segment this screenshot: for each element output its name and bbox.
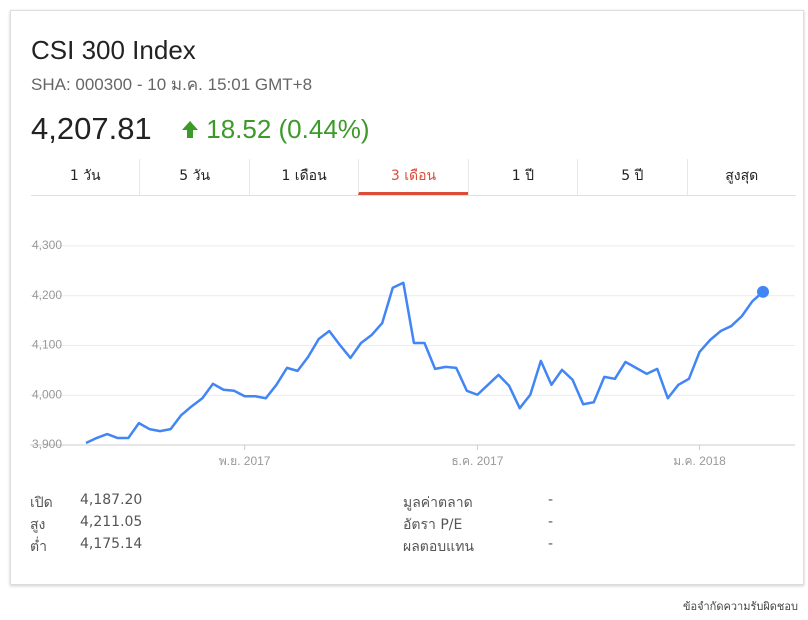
- change: 18.52 (0.44%): [181, 114, 370, 145]
- change-text: 18.52 (0.44%): [206, 114, 370, 144]
- x-tick-label: ม.ค. 2018: [673, 454, 726, 468]
- range-tab[interactable]: 1 วัน: [69, 168, 101, 184]
- stat-label: สูง: [30, 517, 46, 533]
- stat-label: ต่ำ: [30, 539, 47, 555]
- stock-card: CSI 300 Index SHA: 000300 - 10 ม.ค. 15:0…: [10, 10, 804, 585]
- x-tick-label: พ.ย. 2017: [219, 454, 271, 468]
- y-tick-label: 3,900: [32, 437, 62, 451]
- stat-label: อัตรา P/E: [403, 517, 463, 533]
- stat-value: 4,175.14: [80, 536, 143, 552]
- stat-value: -: [548, 514, 554, 530]
- stat-label: ผลตอบแทน: [403, 539, 474, 555]
- last-point: [757, 285, 769, 298]
- range-tab[interactable]: 5 ปี: [577, 159, 686, 195]
- range-tabs: 1 วัน 5 วัน 1 เดือน 3 เดือน 1 ปี 5 ปี สูงสุด: [31, 159, 796, 196]
- range-tab[interactable]: สูงสุด: [686, 159, 796, 195]
- range-tab[interactable]: 5 วัน: [139, 159, 248, 195]
- y-tick-label: 4,200: [32, 288, 62, 302]
- stat-value: -: [548, 536, 554, 552]
- stat-value: -: [548, 492, 554, 508]
- price: 4,207.81: [31, 111, 152, 146]
- subtitle: SHA: 000300 - 10 ม.ค. 15:01 GMT+8: [31, 75, 313, 94]
- y-tick-label: 4,100: [32, 338, 62, 352]
- range-tab[interactable]: 1 ปี: [467, 159, 577, 195]
- title: CSI 300 Index: [31, 35, 196, 65]
- range-tab[interactable]: 3 เดือน: [358, 159, 468, 195]
- stat-value: 4,187.20: [80, 492, 143, 508]
- stat-label: มูลค่าตลาด: [403, 495, 473, 511]
- disclaimer-link[interactable]: ข้อจำกัดความรับผิดชอบ: [682, 600, 798, 613]
- x-tick-label: ธ.ค. 2017: [451, 454, 503, 468]
- chart: 3,900 4,000 4,100 4,200 4,300 พ.ย. 2017 ธ.ค. 2…: [30, 238, 795, 468]
- y-tick-label: 4,000: [32, 387, 62, 401]
- stat-value: 4,211.05: [80, 514, 143, 530]
- up-arrow: [182, 121, 198, 138]
- y-tick-label: 4,300: [32, 238, 62, 252]
- stat-label: เปิด: [30, 495, 53, 511]
- price-line: [85, 281, 764, 445]
- range-tab[interactable]: 1 เดือน: [248, 159, 358, 195]
